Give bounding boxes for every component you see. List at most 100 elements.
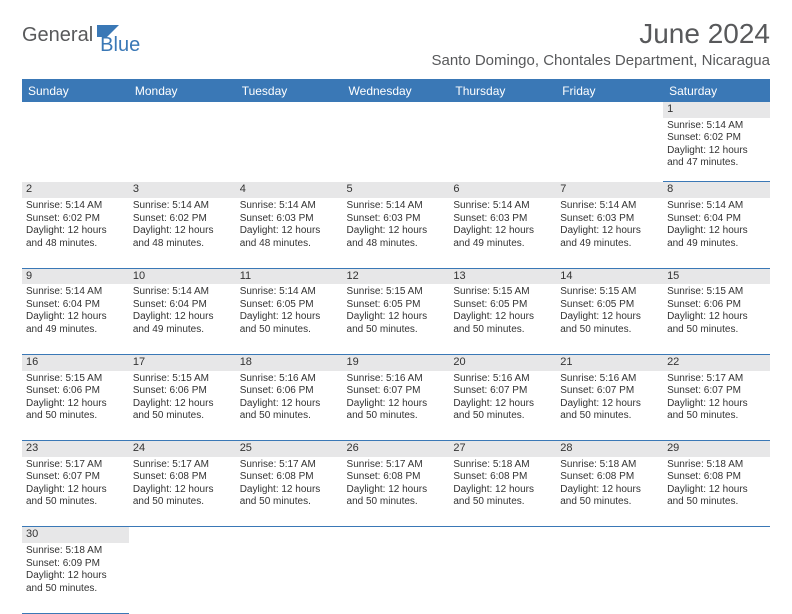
daylight-line: Daylight: 12 hours and 50 minutes.	[133, 398, 232, 423]
sunrise-line: Sunrise: 5:18 AM	[453, 459, 552, 472]
sunset-line: Sunset: 6:07 PM	[667, 385, 766, 398]
sunset-line: Sunset: 6:08 PM	[240, 471, 339, 484]
day-cell: Sunrise: 5:15 AMSunset: 6:06 PMDaylight:…	[663, 284, 770, 354]
daylight-line: Daylight: 12 hours and 50 minutes.	[453, 311, 552, 336]
sunset-line: Sunset: 6:06 PM	[133, 385, 232, 398]
day-number: 3	[129, 182, 236, 198]
daylight-line: Daylight: 12 hours and 50 minutes.	[133, 484, 232, 509]
sunrise-line: Sunrise: 5:14 AM	[26, 200, 125, 213]
day-data-row: Sunrise: 5:18 AMSunset: 6:09 PMDaylight:…	[22, 543, 770, 613]
daylight-line: Daylight: 12 hours and 50 minutes.	[347, 484, 446, 509]
day-cell: Sunrise: 5:16 AMSunset: 6:07 PMDaylight:…	[556, 371, 663, 441]
day-number: 15	[663, 268, 770, 284]
day-cell: Sunrise: 5:14 AMSunset: 6:04 PMDaylight:…	[663, 198, 770, 268]
day-data-row: Sunrise: 5:14 AMSunset: 6:02 PMDaylight:…	[22, 198, 770, 268]
day-cell: Sunrise: 5:15 AMSunset: 6:06 PMDaylight:…	[22, 371, 129, 441]
logo-text-blue: Blue	[100, 34, 140, 57]
day-cell: Sunrise: 5:14 AMSunset: 6:03 PMDaylight:…	[556, 198, 663, 268]
sunset-line: Sunset: 6:03 PM	[560, 213, 659, 226]
empty-cell	[236, 543, 343, 613]
sunset-line: Sunset: 6:03 PM	[347, 213, 446, 226]
sunset-line: Sunset: 6:07 PM	[453, 385, 552, 398]
daylight-line: Daylight: 12 hours and 49 minutes.	[26, 311, 125, 336]
sunrise-line: Sunrise: 5:17 AM	[667, 373, 766, 386]
sunrise-line: Sunrise: 5:17 AM	[26, 459, 125, 472]
sunset-line: Sunset: 6:05 PM	[347, 299, 446, 312]
sunrise-line: Sunrise: 5:14 AM	[26, 286, 125, 299]
day-number: 5	[343, 182, 450, 198]
day-number: 19	[343, 354, 450, 370]
day-number-row: 23242526272829	[22, 441, 770, 457]
daylight-line: Daylight: 12 hours and 50 minutes.	[453, 398, 552, 423]
sunrise-line: Sunrise: 5:15 AM	[667, 286, 766, 299]
daylight-line: Daylight: 12 hours and 50 minutes.	[240, 311, 339, 336]
day-cell: Sunrise: 5:15 AMSunset: 6:05 PMDaylight:…	[556, 284, 663, 354]
sunrise-line: Sunrise: 5:17 AM	[240, 459, 339, 472]
day-number: 9	[22, 268, 129, 284]
day-number: 26	[343, 441, 450, 457]
day-cell: Sunrise: 5:14 AMSunset: 6:03 PMDaylight:…	[449, 198, 556, 268]
day-number: 29	[663, 441, 770, 457]
daylight-line: Daylight: 12 hours and 47 minutes.	[667, 145, 766, 170]
sunset-line: Sunset: 6:04 PM	[133, 299, 232, 312]
day-cell: Sunrise: 5:14 AMSunset: 6:03 PMDaylight:…	[236, 198, 343, 268]
sunrise-line: Sunrise: 5:16 AM	[560, 373, 659, 386]
daylight-line: Daylight: 12 hours and 50 minutes.	[26, 484, 125, 509]
day-number-row: 2345678	[22, 182, 770, 198]
empty-cell	[449, 527, 556, 543]
daylight-line: Daylight: 12 hours and 50 minutes.	[240, 398, 339, 423]
day-header-row: SundayMondayTuesdayWednesdayThursdayFrid…	[22, 80, 770, 103]
day-number: 25	[236, 441, 343, 457]
day-cell: Sunrise: 5:16 AMSunset: 6:07 PMDaylight:…	[449, 371, 556, 441]
day-header: Monday	[129, 80, 236, 103]
empty-cell	[556, 527, 663, 543]
daylight-line: Daylight: 12 hours and 50 minutes.	[347, 398, 446, 423]
day-cell: Sunrise: 5:17 AMSunset: 6:08 PMDaylight:…	[129, 457, 236, 527]
daylight-line: Daylight: 12 hours and 50 minutes.	[667, 311, 766, 336]
sunset-line: Sunset: 6:05 PM	[453, 299, 552, 312]
day-number: 21	[556, 354, 663, 370]
daylight-line: Daylight: 12 hours and 50 minutes.	[560, 398, 659, 423]
day-number-row: 16171819202122	[22, 354, 770, 370]
empty-cell	[343, 527, 450, 543]
daylight-line: Daylight: 12 hours and 50 minutes.	[560, 484, 659, 509]
daylight-line: Daylight: 12 hours and 50 minutes.	[667, 484, 766, 509]
day-number: 13	[449, 268, 556, 284]
sunset-line: Sunset: 6:02 PM	[133, 213, 232, 226]
logo-text-general: General	[22, 24, 93, 47]
day-cell: Sunrise: 5:14 AMSunset: 6:05 PMDaylight:…	[236, 284, 343, 354]
day-header: Wednesday	[343, 80, 450, 103]
empty-cell	[556, 102, 663, 118]
sunset-line: Sunset: 6:08 PM	[133, 471, 232, 484]
sunset-line: Sunset: 6:03 PM	[453, 213, 552, 226]
empty-cell	[449, 118, 556, 182]
sunrise-line: Sunrise: 5:14 AM	[133, 286, 232, 299]
sunrise-line: Sunrise: 5:17 AM	[133, 459, 232, 472]
location: Santo Domingo, Chontales Department, Nic…	[431, 52, 770, 69]
daylight-line: Daylight: 12 hours and 49 minutes.	[667, 225, 766, 250]
day-cell: Sunrise: 5:17 AMSunset: 6:08 PMDaylight:…	[236, 457, 343, 527]
daylight-line: Daylight: 12 hours and 48 minutes.	[26, 225, 125, 250]
sunrise-line: Sunrise: 5:15 AM	[347, 286, 446, 299]
empty-cell	[22, 118, 129, 182]
empty-cell	[129, 527, 236, 543]
sunrise-line: Sunrise: 5:14 AM	[240, 200, 339, 213]
day-cell: Sunrise: 5:16 AMSunset: 6:07 PMDaylight:…	[343, 371, 450, 441]
sunrise-line: Sunrise: 5:14 AM	[133, 200, 232, 213]
day-header: Tuesday	[236, 80, 343, 103]
sunset-line: Sunset: 6:07 PM	[347, 385, 446, 398]
sunset-line: Sunset: 6:04 PM	[26, 299, 125, 312]
day-cell: Sunrise: 5:14 AMSunset: 6:04 PMDaylight:…	[22, 284, 129, 354]
sunrise-line: Sunrise: 5:18 AM	[667, 459, 766, 472]
sunset-line: Sunset: 6:07 PM	[26, 471, 125, 484]
sunrise-line: Sunrise: 5:14 AM	[240, 286, 339, 299]
sunset-line: Sunset: 6:08 PM	[453, 471, 552, 484]
sunset-line: Sunset: 6:09 PM	[26, 558, 125, 571]
sunset-line: Sunset: 6:05 PM	[240, 299, 339, 312]
day-cell: Sunrise: 5:18 AMSunset: 6:08 PMDaylight:…	[449, 457, 556, 527]
day-cell: Sunrise: 5:16 AMSunset: 6:06 PMDaylight:…	[236, 371, 343, 441]
day-cell: Sunrise: 5:15 AMSunset: 6:06 PMDaylight:…	[129, 371, 236, 441]
sunset-line: Sunset: 6:05 PM	[560, 299, 659, 312]
empty-cell	[236, 118, 343, 182]
day-number: 24	[129, 441, 236, 457]
